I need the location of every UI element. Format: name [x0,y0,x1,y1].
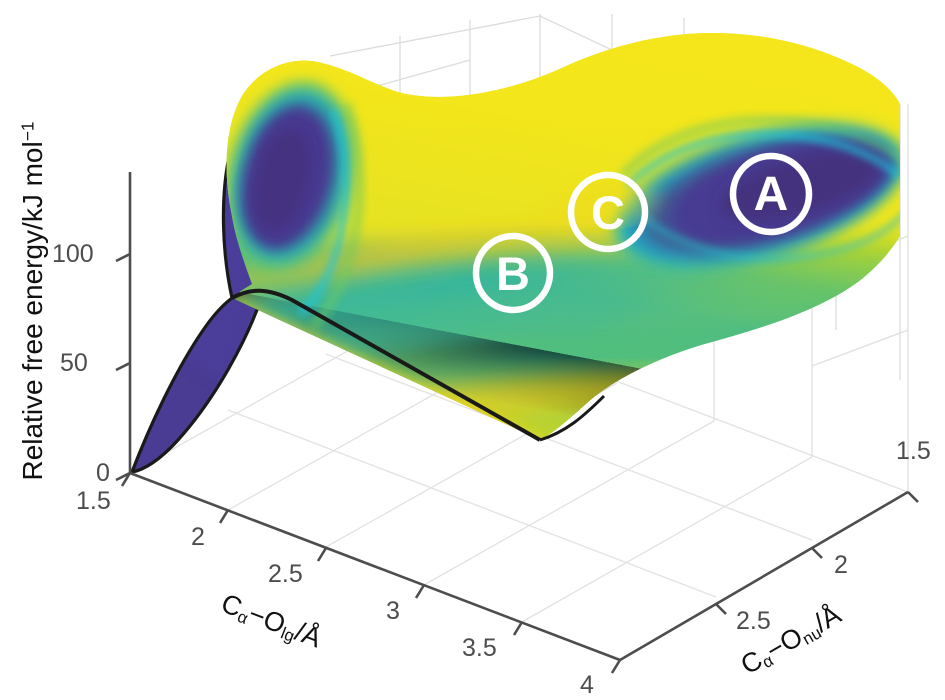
z-tick-0: 0 [96,459,110,487]
y-axis-ticks [715,491,919,615]
z-tick-50: 50 [60,349,88,377]
basin-A [614,123,900,269]
z-axis-ticks [115,252,131,482]
axis-lines [128,172,909,662]
y-axis-line [619,490,909,662]
x-axis-ticks [120,472,622,674]
marker-a: A [729,152,813,236]
x-tick-2-5: 2.5 [268,560,303,588]
x-axis-line [129,471,621,662]
basin-left-ridge [226,81,355,271]
marker-label-a: A [754,168,789,221]
x-tick-4: 4 [580,671,594,699]
x-tick-1-5: 1.5 [76,487,111,515]
z-tick-100: 100 [52,240,94,268]
surface-front-edge [231,288,541,442]
x-tick-3: 3 [386,597,400,625]
y-tick-1-5: 1.5 [896,437,931,465]
y-tick-2-5: 2.5 [736,607,771,635]
marker-label-c: C [591,186,625,239]
marker-b: B [472,232,554,314]
marker-c: C [567,171,649,253]
y-tick-2: 2 [834,551,848,579]
basin-markers: A B C [472,152,813,314]
marker-label-b: B [496,247,530,300]
surface-body [226,32,900,440]
x-tick-2: 2 [191,523,205,551]
marker-ring-c [567,171,649,253]
basin-left-rim [297,108,350,317]
z-axis-title: Relative free energy/kJ mol−1 [17,121,48,481]
marker-ring-b [472,232,554,314]
basin-A-rim [625,130,900,189]
marker-ring-a [729,152,813,236]
surface-front-edge-right [539,394,606,442]
x-tick-3-5: 3.5 [462,634,497,662]
